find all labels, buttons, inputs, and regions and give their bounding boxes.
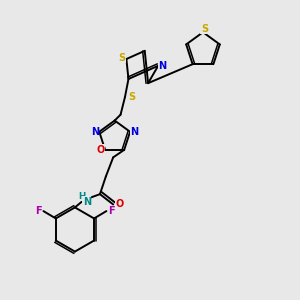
Text: H: H bbox=[79, 192, 86, 201]
Text: S: S bbox=[201, 24, 208, 34]
Text: O: O bbox=[97, 145, 105, 155]
Text: S: S bbox=[128, 92, 135, 102]
Text: F: F bbox=[35, 206, 41, 216]
Text: N: N bbox=[158, 61, 166, 71]
Text: F: F bbox=[108, 206, 115, 216]
Text: N: N bbox=[130, 127, 139, 137]
Text: O: O bbox=[116, 200, 124, 209]
Text: N: N bbox=[91, 127, 99, 137]
Text: S: S bbox=[118, 52, 125, 62]
Text: N: N bbox=[82, 196, 91, 206]
